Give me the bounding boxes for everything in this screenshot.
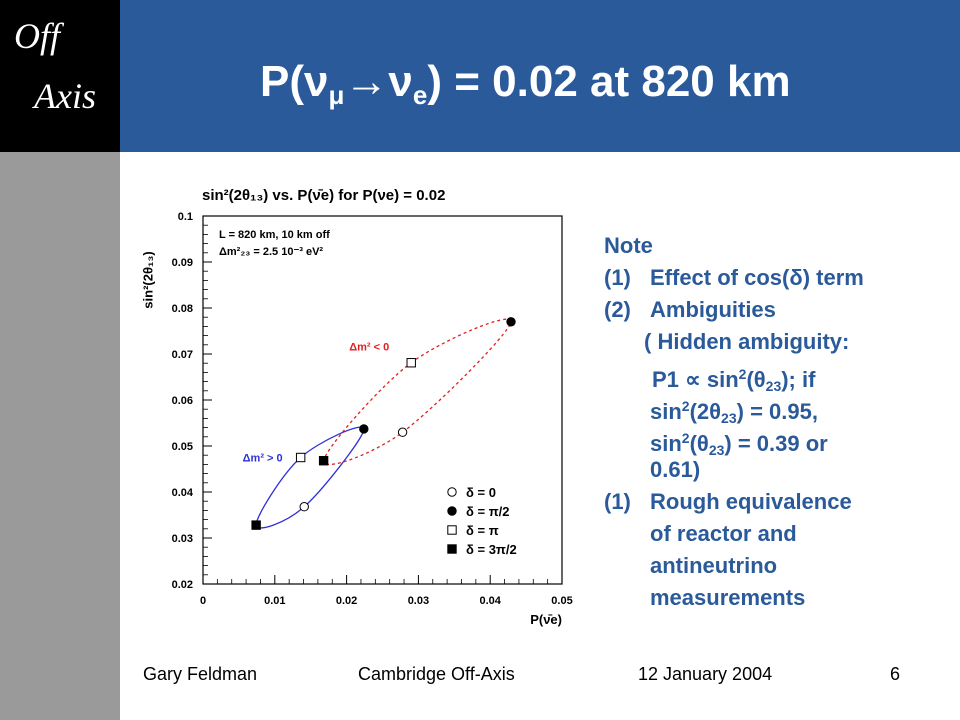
legend-marker-open-square: [447, 525, 457, 535]
y-tick-label: 0.05: [172, 441, 193, 453]
chart-title: sin²(2θ₁₃) vs. P(ν̄e) for P(νe) = 0.02: [202, 187, 445, 204]
title-bar: [120, 0, 960, 152]
x-tick-label: 0.02: [336, 595, 357, 607]
oscillation-chart: 0 0.01 0.02 0.03 0.04 0.05 0.02 0.03 0.04 0.05 0.0…: [141, 187, 573, 627]
y-tick-label: 0.06: [172, 395, 193, 407]
footer-date: 12 January 2004: [638, 664, 773, 684]
legend-label: δ = π/2: [466, 504, 510, 519]
data-point-delta-open-square: [406, 358, 416, 368]
legend-marker-filled-circle: [447, 506, 457, 516]
data-point-delta-open-circle: [397, 427, 408, 437]
hidden-ambiguity-line-5: 0.61): [650, 457, 701, 482]
note-item-3-line-4: measurements: [650, 585, 806, 610]
y-tick-label: 0.08: [172, 303, 193, 315]
note-item-3: (1) Rough equivalence: [604, 489, 852, 514]
x-tick-label: 0.01: [264, 595, 285, 607]
data-point-delta-open-square: [295, 452, 306, 463]
legend-label: δ = 0: [466, 485, 496, 500]
data-point-delta-filled-square: [318, 456, 329, 466]
y-tick-label: 0.07: [172, 349, 193, 361]
info-label: Δm²₂₃ = 2.5 10⁻³ eV²: [219, 246, 323, 258]
info-label: L = 820 km, 10 km off: [219, 229, 330, 241]
logo-text-off: Off: [14, 16, 61, 56]
logo-box: Off Axis: [0, 0, 120, 152]
x-tick-label: 0.04: [479, 595, 501, 607]
normal-hierarchy-label: Δm² > 0: [243, 453, 283, 465]
data-point-delta-filled-circle: [359, 424, 369, 434]
legend-label: δ = π: [466, 523, 499, 538]
note-item-1: (1) Effect of cos(δ) term: [604, 265, 864, 290]
inverted-hierarchy-label: Δm² < 0: [349, 342, 389, 354]
data-point-delta-filled-square: [251, 520, 261, 530]
hidden-ambiguity-line-4: sin2(θ23) = 0.39 or: [650, 430, 828, 458]
legend-label: δ = 3π/2: [466, 542, 517, 557]
footer-event: Cambridge Off-Axis: [358, 664, 515, 684]
legend-marker-open-circle: [447, 487, 457, 497]
hidden-ambiguity-line-1: ( Hidden ambiguity:: [644, 329, 850, 354]
note-item-2: (2) Ambiguities: [604, 297, 776, 322]
y-tick-label: 0.03: [172, 533, 193, 545]
logo-text-axis: Axis: [34, 76, 96, 116]
normal-hierarchy-curve: [255, 426, 365, 529]
hidden-ambiguity-line-2: P1 ∝ sin2(θ23); if: [652, 366, 816, 394]
data-point-delta-open-circle: [299, 502, 309, 512]
y-tick-label: 0.09: [172, 257, 193, 269]
page-title: P(νμ→νe) = 0.02 at 820 km: [260, 57, 791, 110]
hidden-ambiguity-line-3: sin2(2θ23) = 0.95,: [650, 398, 818, 426]
y-axis-label: sin²(2θ₁₃): [141, 251, 156, 308]
y-tick-label: 0.02: [172, 579, 193, 591]
notes-panel: Note (1) Effect of cos(δ) term (2) Ambigui…: [604, 230, 864, 614]
footer-page-number: 6: [890, 664, 901, 684]
sidebar-bar: [0, 152, 120, 720]
note-item-3-line-2: of reactor and: [650, 521, 797, 546]
x-tick-label: 0.03: [408, 595, 429, 607]
y-tick-label: 0.04: [172, 487, 194, 499]
note-item-3-line-3: antineutrino: [650, 553, 778, 578]
x-axis-label: P(ν̄e): [530, 612, 562, 627]
y-tick-label: 0.1: [178, 211, 193, 223]
notes-heading: Note: [604, 233, 653, 258]
data-point-delta-filled-circle: [506, 317, 516, 327]
footer-author: Gary Feldman: [143, 664, 258, 684]
x-tick-label: 0: [200, 595, 206, 607]
legend-marker-filled-square: [447, 544, 457, 554]
x-tick-label: 0.05: [551, 595, 572, 607]
